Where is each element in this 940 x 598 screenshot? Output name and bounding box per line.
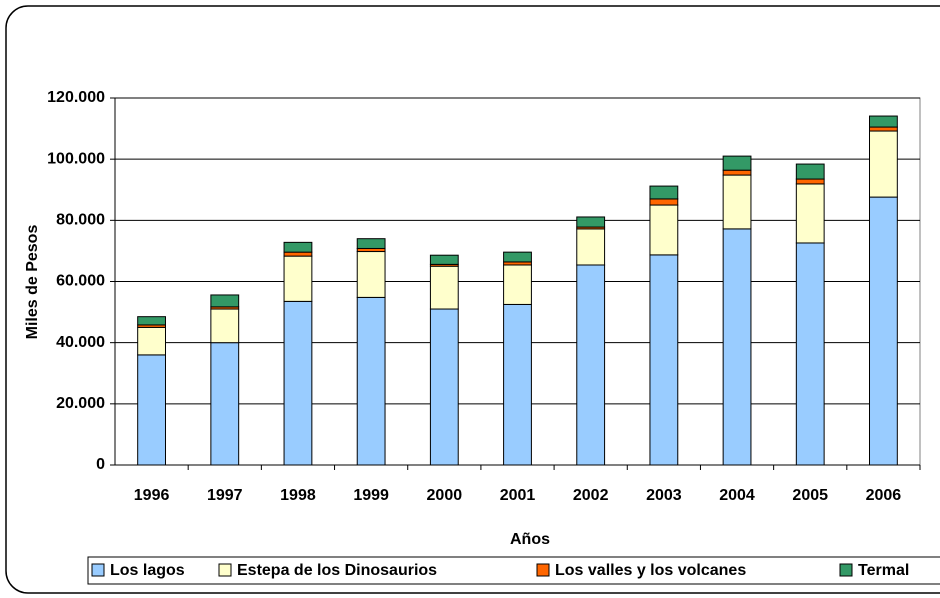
legend-label: Estepa de los Dinosaurios [237, 562, 437, 579]
bar-segment [210, 294, 240, 308]
bar-segment [429, 265, 459, 310]
x-tick-label: 2002 [573, 487, 609, 504]
bar-segment [356, 238, 386, 249]
x-axis-title: Años [510, 531, 550, 548]
legend-swatch [536, 563, 550, 577]
bar-segment [283, 241, 313, 253]
legend-label: Termal [858, 562, 909, 579]
x-tick-label: 2003 [646, 487, 682, 504]
bar-segment [869, 115, 898, 128]
bar-segment [722, 174, 752, 230]
bar-segment [869, 196, 898, 466]
bar-segment [283, 251, 313, 257]
bar-segment [429, 308, 459, 466]
y-tick-label: 20.000 [56, 395, 105, 412]
x-tick-label: 1996 [134, 487, 170, 504]
y-tick-label: 120.000 [47, 89, 105, 106]
legend-label: Los valles y los volcanes [555, 562, 746, 579]
x-tick-label: 2000 [427, 487, 463, 504]
bar-segment [356, 251, 386, 298]
bar-segment [649, 254, 679, 466]
bar-segment [137, 326, 166, 356]
bar-segment [869, 126, 898, 132]
bar-segment [210, 308, 240, 344]
legend-swatch [839, 563, 853, 577]
bar-segment [429, 254, 459, 265]
y-tick-label: 80.000 [56, 212, 105, 229]
y-tick-label: 40.000 [56, 334, 105, 351]
bar-segment [649, 185, 679, 200]
bar-segment [869, 130, 898, 198]
x-tick-label: 1997 [207, 487, 243, 504]
bar-segment [649, 204, 679, 256]
bar-segment [795, 163, 825, 180]
bar-segment [722, 228, 752, 466]
bar-segment [576, 228, 606, 266]
legend-swatch [218, 563, 232, 577]
y-tick-label: 0 [96, 456, 105, 473]
bar-segment [503, 303, 532, 466]
bar-segment [795, 183, 825, 244]
bar-segment [576, 216, 606, 228]
bar-segment [503, 264, 532, 305]
bar-segment [137, 316, 166, 326]
bar-segment [576, 264, 606, 466]
x-tick-label: 1999 [353, 487, 389, 504]
bar-segment [795, 178, 825, 185]
x-tick-label: 2004 [719, 487, 755, 504]
bar-segment [722, 169, 752, 176]
bar-segment [137, 354, 166, 466]
x-tick-label: 2005 [792, 487, 828, 504]
x-tick-label: 2006 [866, 487, 902, 504]
bar-segment [795, 242, 825, 466]
bar-segment [356, 296, 386, 466]
legend-label: Los lagos [110, 562, 185, 579]
bar-segment [210, 342, 240, 466]
legend-swatch [91, 563, 105, 577]
bar-segment [503, 251, 532, 263]
x-tick-label: 2001 [500, 487, 536, 504]
y-axis-title: Miles de Pesos [24, 225, 41, 340]
bar-segment [649, 198, 679, 206]
bar-segment [283, 300, 313, 466]
y-tick-label: 100.000 [47, 150, 105, 167]
legend-box [87, 556, 940, 585]
bar-segment [283, 255, 313, 302]
bar-segment [722, 155, 752, 171]
x-tick-label: 1998 [280, 487, 316, 504]
y-tick-label: 60.000 [56, 273, 105, 290]
